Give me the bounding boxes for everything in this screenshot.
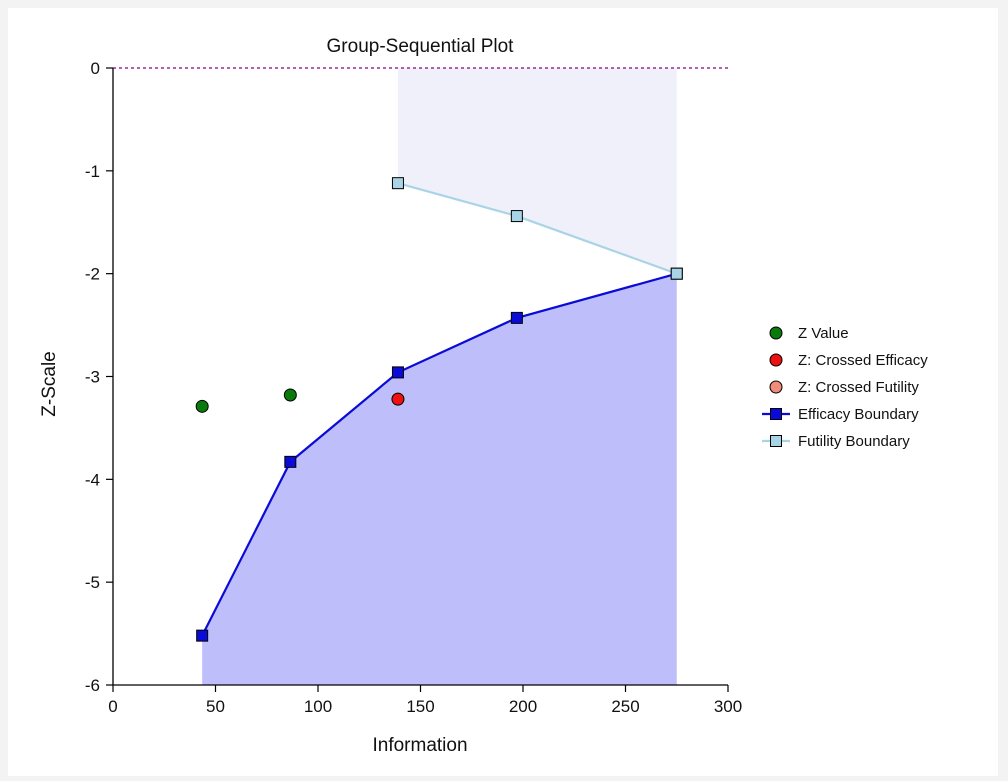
efficacy-boundary-point [391, 366, 404, 379]
y-tick-label: -6 [85, 676, 100, 695]
futility-region-fill [397, 68, 677, 274]
futility-boundary-point [670, 267, 683, 280]
x-tick-label: 200 [509, 697, 537, 716]
x-tick-label: 50 [206, 697, 225, 716]
chart-title: Group-Sequential Plot [327, 36, 515, 57]
x-tick-label: 250 [611, 697, 639, 716]
legend-z-crossed-efficacy-label: Z: Crossed Efficacy [798, 352, 928, 369]
x-tick-label: 0 [108, 697, 117, 716]
y-tick-label: -5 [85, 573, 100, 592]
efficacy-boundary-point [510, 311, 523, 324]
data-markers [195, 177, 683, 642]
y-tick-label: -4 [85, 470, 100, 489]
futility-boundary-point [391, 177, 404, 190]
legend-z-crossed-efficacy-marker [769, 353, 783, 367]
chart-panel: 0 -1 -2 -3 -4 -5 -6 0 50 100 150 200 250 300 Group-Se… [8, 8, 998, 776]
z-crossed-efficacy-point [391, 392, 405, 406]
x-tick-label: 150 [406, 697, 434, 716]
efficacy-boundary-point [196, 629, 209, 642]
legend-efficacy-boundary-label: Efficacy Boundary [798, 406, 919, 423]
x-tick-label: 100 [304, 697, 332, 716]
y-tick-label: -2 [85, 265, 100, 284]
x-axis-label: Information [372, 735, 467, 756]
y-axis-label: Z-Scale [39, 351, 60, 416]
y-tick-label: -3 [85, 368, 100, 387]
legend-futility-boundary-label: Futility Boundary [798, 433, 910, 450]
axes: 0 -1 -2 -3 -4 -5 -6 0 50 100 150 200 250 300 [85, 59, 742, 716]
futility-boundary-point [510, 210, 523, 223]
x-tick-label: 300 [714, 697, 742, 716]
z-value-point [283, 388, 297, 402]
efficacy-boundary-point [284, 455, 297, 468]
legend-z-crossed-futility-marker [769, 380, 783, 394]
legend-efficacy-boundary-marker [770, 408, 782, 420]
z-value-point [195, 399, 209, 413]
group-sequential-plot: 0 -1 -2 -3 -4 -5 -6 0 50 100 150 200 250 300 Group-Se… [39, 36, 928, 756]
y-tick-label: -1 [85, 162, 100, 181]
legend-z-value-marker [769, 326, 783, 340]
legend: Z Value Z: Crossed Efficacy Z: Crossed Fut… [762, 325, 928, 450]
y-tick-label: 0 [91, 59, 100, 78]
legend-z-value-label: Z Value [798, 325, 849, 342]
boundary-fill-regions [202, 68, 677, 685]
legend-futility-boundary-marker [770, 435, 782, 447]
legend-z-crossed-futility-label: Z: Crossed Futility [798, 379, 919, 396]
efficacy-region-fill [202, 273, 677, 685]
